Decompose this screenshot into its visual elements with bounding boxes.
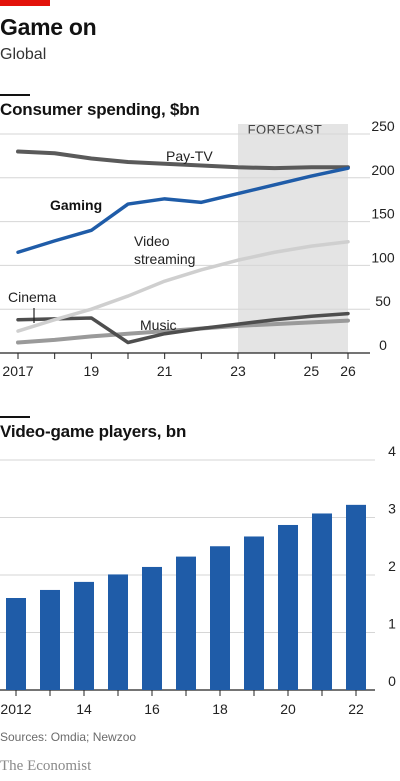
y-tick-label: 250 (371, 118, 395, 134)
players-bar-chart: 0 1 2 3 4 2012 14 16 18 20 22 (0, 443, 396, 717)
bar (142, 566, 162, 690)
y-tick-label: 1 (388, 616, 396, 632)
y-tick-label: 3 (388, 501, 396, 517)
x-tick-label: 16 (144, 701, 160, 717)
spending-chart-title: Consumer spending, $bn (0, 100, 200, 119)
bar (108, 574, 128, 690)
cinema-label: Cinema (8, 289, 56, 305)
series-line (16, 149, 350, 171)
chart-subtitle: Global (0, 46, 47, 63)
bar (40, 589, 60, 690)
red-tag (0, 0, 50, 6)
series-line (16, 311, 350, 345)
pay-tv-label: Pay-TV (166, 148, 213, 164)
x-tick-label: 26 (340, 363, 356, 379)
y-tick-label: 2 (388, 558, 396, 574)
x-tick-label: 21 (157, 363, 173, 379)
x-tick-label: 2012 (0, 701, 31, 717)
y-tick-label: 4 (388, 443, 396, 459)
section-rule-1 (0, 94, 30, 96)
x-tick-label: 20 (280, 701, 296, 717)
y-tick-label: 0 (379, 337, 387, 353)
bar (244, 536, 264, 690)
bar (210, 546, 230, 690)
bar (346, 504, 366, 690)
bar (312, 513, 332, 690)
x-tick-label: 18 (212, 701, 228, 717)
x-tick-label: 19 (84, 363, 100, 379)
y-tick-label: 150 (371, 206, 395, 222)
bar (278, 524, 298, 690)
forecast-label: FORECAST (248, 122, 323, 137)
bar (74, 581, 94, 690)
bar (6, 598, 26, 690)
x-tick-label: 25 (304, 363, 320, 379)
spending-line-chart: FORECAST 0 50 100 150 200 250 2017 19 21 23 25 26 Pay… (0, 118, 395, 379)
gaming-label: Gaming (50, 197, 102, 213)
series-line (16, 166, 350, 255)
music-label: Music (140, 317, 177, 333)
x-tick-label: 23 (230, 363, 246, 379)
y-tick-label: 0 (388, 673, 396, 689)
video-streaming-label: Video (134, 233, 170, 249)
source-note: Sources: Omdia; Newzoo (0, 730, 137, 744)
y-tick-label: 200 (371, 162, 395, 178)
x-tick-label: 14 (76, 701, 92, 717)
x-tick-label: 2017 (2, 363, 33, 379)
y-tick-label: 50 (375, 293, 391, 309)
players-chart-title: Video-game players, bn (0, 422, 187, 441)
x-tick-label: 22 (348, 701, 364, 717)
section-rule-2 (0, 416, 30, 418)
video-streaming-label: streaming (134, 251, 195, 267)
brand-logo: The Economist (0, 758, 92, 774)
series-line (16, 239, 350, 333)
bar (176, 556, 196, 690)
y-tick-label: 100 (371, 249, 395, 265)
chart-title: Game on (0, 14, 97, 40)
